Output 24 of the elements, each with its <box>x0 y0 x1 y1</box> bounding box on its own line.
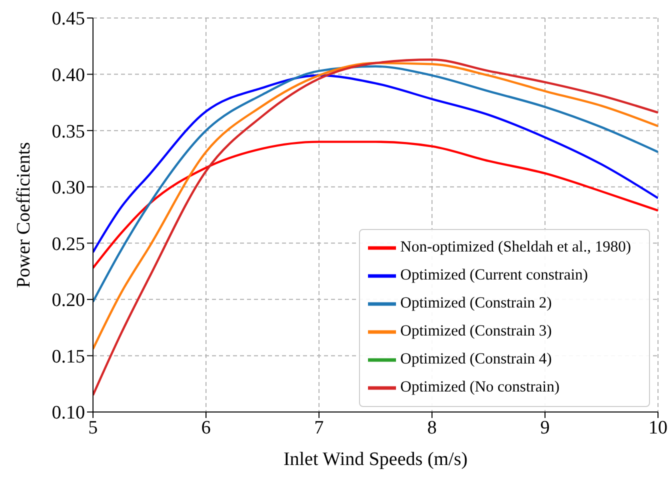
y-axis-title: Power Coefficients <box>14 142 35 288</box>
legend-label: Optimized (Constrain 2) <box>400 294 552 312</box>
y-tick-label: 0.10 <box>52 402 85 424</box>
x-tick-label: 5 <box>88 417 98 438</box>
legend-label: Non-optimized (Sheldah et al., 1980) <box>400 238 631 256</box>
x-tick-label: 10 <box>648 417 668 438</box>
line-series <box>93 74 658 254</box>
y-tick-label: 0.40 <box>52 65 85 86</box>
y-tick-label: 0.25 <box>52 234 85 255</box>
line-series <box>93 140 658 270</box>
y-tick-label: 0.30 <box>52 178 85 199</box>
x-tick-label: 9 <box>540 417 550 438</box>
legend-label: Optimized (Current constrain) <box>400 266 588 284</box>
y-tick-label: 0.45 <box>52 8 85 30</box>
legend-label: Optimized (Constrain 4) <box>400 350 552 368</box>
x-axis-title: Inlet Wind Speeds (m/s) <box>283 449 468 470</box>
x-tick-label: 6 <box>201 417 211 438</box>
x-tick-label: 7 <box>314 417 324 438</box>
y-tick-label: 0.35 <box>52 121 85 142</box>
y-tick-label: 0.20 <box>52 290 85 312</box>
y-tick-label: 0.15 <box>52 346 85 368</box>
legend-label: Optimized (No constrain) <box>400 378 560 396</box>
legend-label: Optimized (Constrain 3) <box>400 322 552 340</box>
x-tick-label: 8 <box>427 417 437 438</box>
